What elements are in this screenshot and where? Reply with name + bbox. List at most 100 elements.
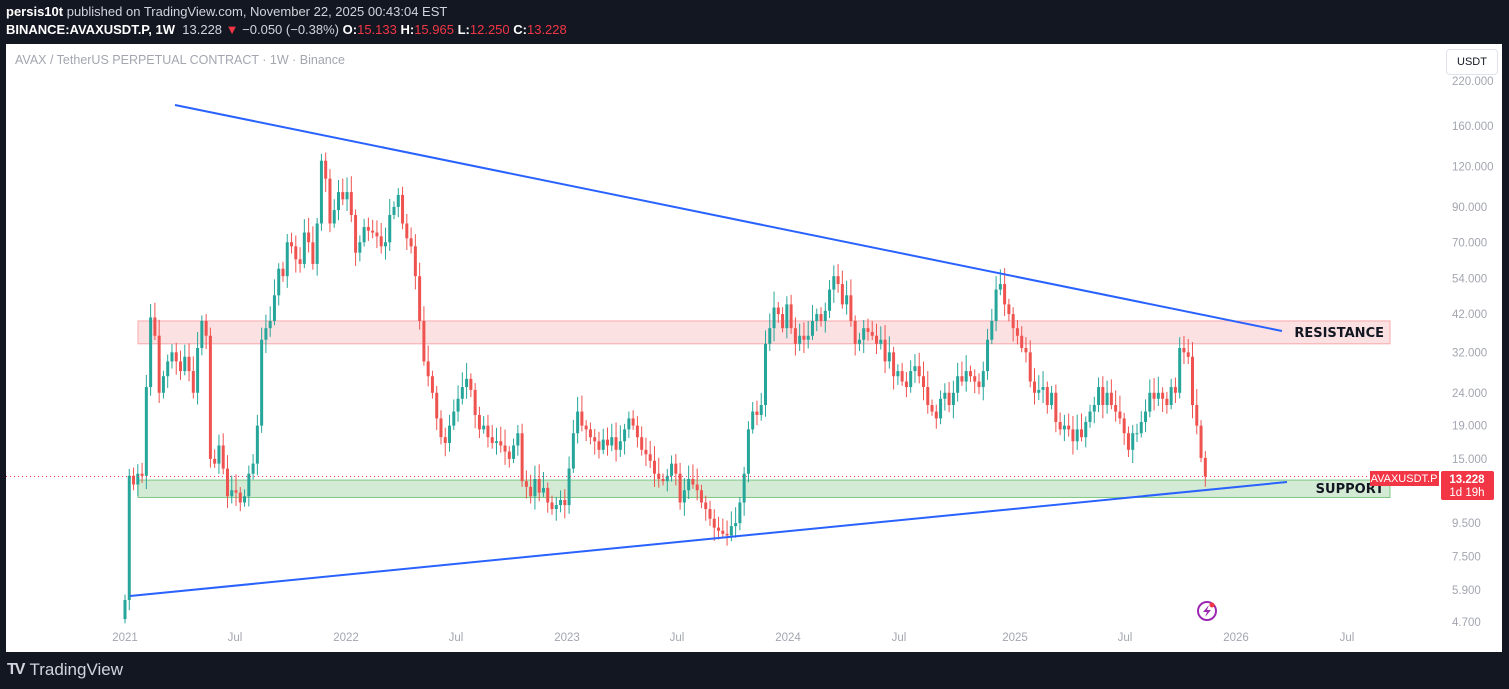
- candle-down: [584, 425, 588, 430]
- candle-down: [631, 418, 635, 426]
- candle-up: [682, 490, 686, 503]
- candle-down: [294, 246, 298, 260]
- support-label: SUPPORT: [1316, 482, 1384, 497]
- candle-up: [665, 475, 669, 482]
- candle-up: [456, 398, 460, 412]
- x-tick-label: 2023: [554, 632, 580, 644]
- candle-up: [319, 160, 323, 224]
- candle-down: [691, 478, 695, 485]
- candle-up: [729, 526, 733, 536]
- y-tick-label: 90.000: [1452, 202, 1487, 214]
- candle-up: [217, 445, 221, 464]
- candle-down: [802, 335, 806, 340]
- candle-down: [550, 502, 554, 510]
- candle-down: [422, 320, 426, 362]
- candle-down: [892, 352, 896, 377]
- candle-down: [640, 437, 644, 450]
- candle-up: [576, 411, 580, 434]
- candle-down: [426, 361, 430, 377]
- candle-up: [465, 378, 469, 388]
- candle-up: [964, 371, 968, 382]
- candle-up: [183, 356, 187, 372]
- symbol: BINANCE:AVAXUSDT.P, 1W: [6, 22, 176, 37]
- x-tick-label: 2021: [112, 632, 138, 644]
- candle-up: [1139, 421, 1143, 434]
- candle-down: [1152, 392, 1156, 399]
- ohlc-legend: BINANCE:AVAXUSDT.P, 1W 13.228 ▼ −0.050 (…: [6, 22, 567, 37]
- candle-up: [567, 468, 571, 506]
- candle-down: [401, 194, 405, 224]
- candle-up: [251, 463, 255, 474]
- low-value: 12.250: [469, 22, 510, 37]
- candle-down: [1067, 425, 1071, 430]
- candle-up: [823, 310, 827, 321]
- candle-down: [717, 527, 721, 531]
- candle-up: [1144, 411, 1148, 422]
- currency-button[interactable]: USDT: [1446, 49, 1498, 75]
- candle-down: [973, 376, 977, 382]
- y-tick-label: 7.500: [1452, 551, 1481, 563]
- candle-down: [439, 418, 443, 438]
- candle-down: [507, 451, 511, 459]
- candle-down: [375, 232, 379, 237]
- candle-down: [477, 414, 481, 430]
- candle-up: [857, 339, 861, 344]
- candle-up: [144, 387, 148, 476]
- x-tick-label: Jul: [1118, 632, 1133, 644]
- high-label: H:: [400, 22, 415, 37]
- candle-down: [238, 492, 242, 503]
- candle-up: [1105, 392, 1109, 406]
- candle-up: [362, 227, 366, 243]
- candle-up: [670, 463, 674, 476]
- y-tick-label: 9.500: [1452, 518, 1481, 530]
- x-tick-label: Jul: [892, 632, 907, 644]
- candle-down: [1045, 387, 1049, 406]
- candle-down: [157, 335, 161, 393]
- candle-down: [849, 295, 853, 321]
- candle-up: [337, 192, 340, 211]
- candle-up: [166, 361, 170, 377]
- x-tick-label: Jul: [670, 632, 685, 644]
- publish-date: published on TradingView.com, November 2…: [66, 4, 448, 19]
- candle-down: [503, 445, 507, 452]
- candle-up: [627, 418, 631, 430]
- candle-up: [345, 192, 349, 200]
- candle-up: [170, 352, 174, 362]
- candle-down: [1118, 411, 1122, 419]
- y-tick-label: 19.000: [1452, 421, 1487, 433]
- candle-up: [264, 328, 268, 340]
- candle-down: [379, 236, 383, 247]
- candle-down: [725, 533, 729, 536]
- candle-up: [127, 475, 131, 600]
- candle-up: [601, 439, 605, 450]
- candle-down: [674, 463, 678, 474]
- candle-down: [1015, 328, 1019, 336]
- candle-up: [994, 289, 998, 321]
- candle-down: [635, 425, 639, 438]
- y-tick-label: 160.000: [1452, 121, 1494, 133]
- x-tick-label: 2022: [333, 632, 359, 644]
- candle-down: [435, 392, 439, 419]
- candle-up: [981, 371, 985, 388]
- candle-down: [473, 389, 477, 415]
- candle-down: [324, 160, 328, 179]
- candle-up: [1178, 347, 1182, 393]
- y-tick-label: 42.000: [1452, 309, 1487, 321]
- candle-down: [721, 530, 725, 534]
- candle-down: [781, 314, 785, 329]
- chart-panel[interactable]: [6, 44, 1502, 652]
- candle-up: [913, 366, 917, 372]
- y-tick-label: 120.000: [1452, 161, 1494, 173]
- candle-up: [785, 304, 789, 329]
- candle-up: [1148, 392, 1152, 412]
- candle-down: [968, 371, 972, 377]
- tradingview-logo[interactable]: TV TradingView: [7, 660, 123, 680]
- y-tick-label: 4.700: [1452, 617, 1481, 629]
- high-value: 15.965: [414, 22, 454, 37]
- candle-down: [563, 499, 567, 506]
- brand-name: TradingView: [29, 660, 124, 679]
- candle-up: [230, 490, 234, 497]
- candle-down: [234, 490, 238, 493]
- candle-down: [648, 454, 652, 461]
